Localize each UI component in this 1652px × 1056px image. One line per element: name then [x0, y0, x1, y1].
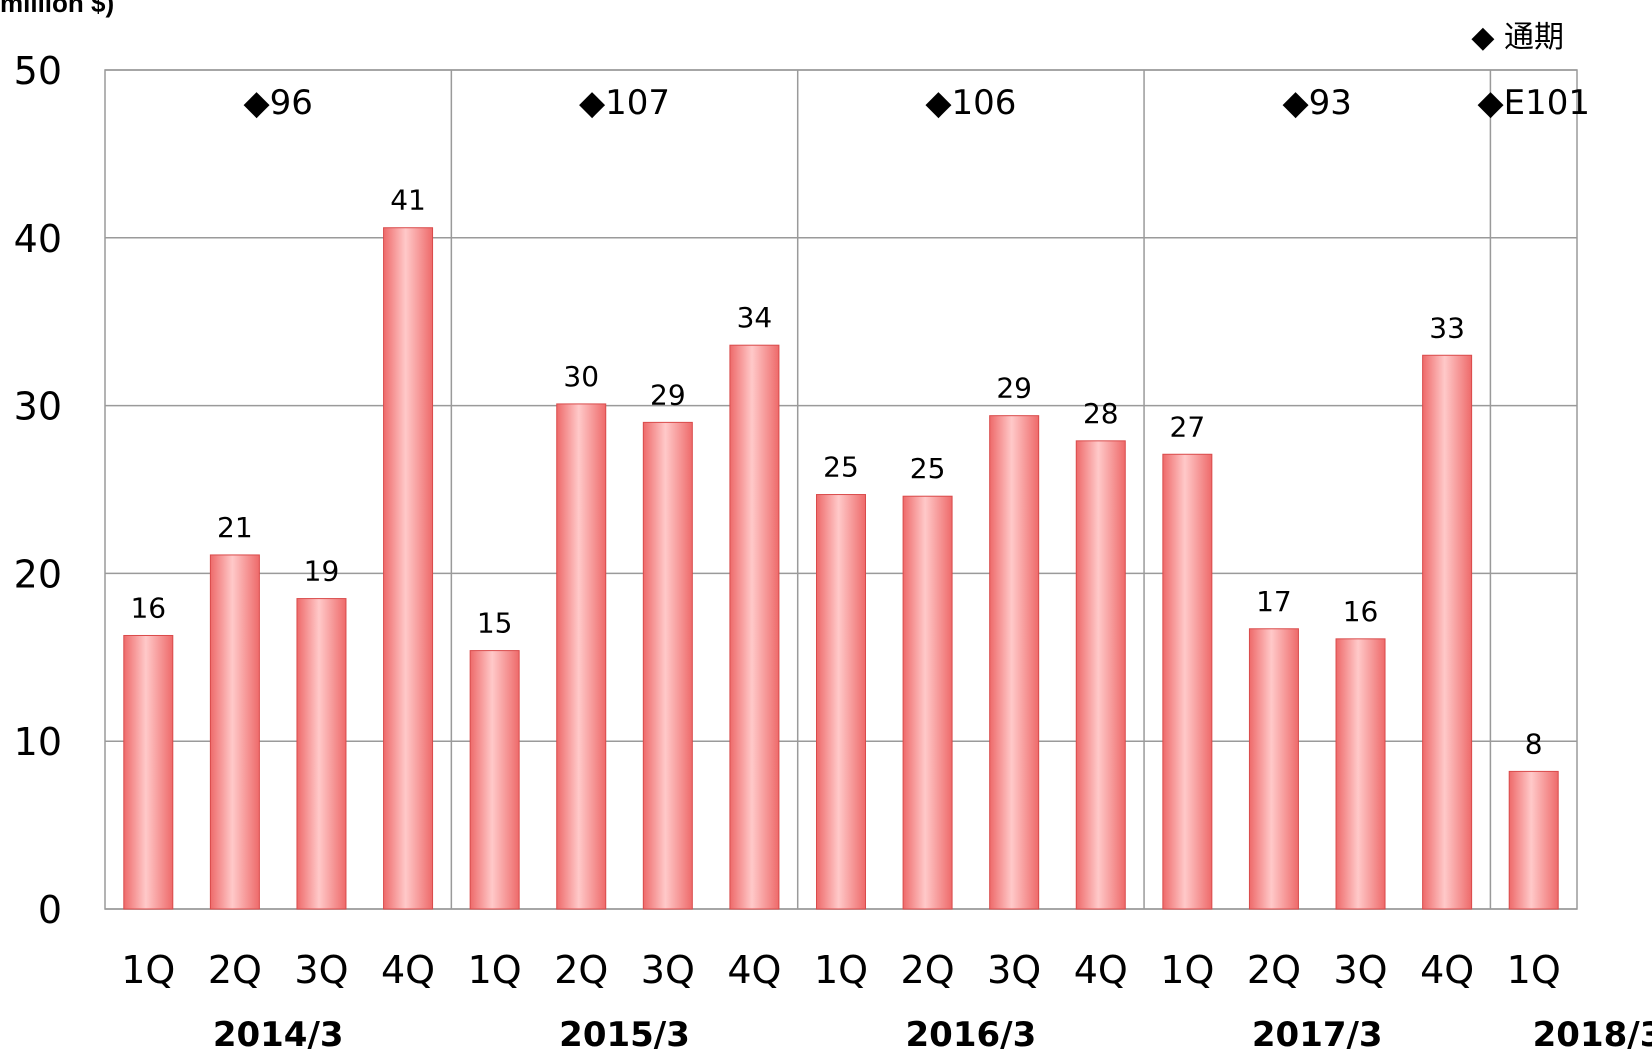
x-tick-label: 3Q — [987, 948, 1041, 992]
bar — [556, 403, 607, 910]
bar — [902, 495, 953, 910]
bar — [1162, 453, 1213, 910]
fiscal-year-label: 2015/3 — [559, 1015, 690, 1055]
bar — [816, 494, 866, 910]
data-label: 16 — [1343, 595, 1379, 628]
annual-total-label: ◆E101 — [1477, 83, 1590, 123]
x-tick-label: 1Q — [468, 948, 522, 992]
bar — [1508, 770, 1559, 910]
bars — [123, 227, 1559, 910]
data-label: 30 — [563, 360, 599, 393]
bar — [209, 554, 260, 910]
x-tick-label: 2Q — [208, 948, 262, 992]
x-tick-label: 4Q — [1420, 948, 1474, 992]
bar — [989, 415, 1040, 910]
annual-total-label: ◆96 — [243, 83, 312, 123]
y-tick-labels: 0 10 20 30 40 50 — [14, 49, 62, 932]
y-tick-label: 30 — [14, 385, 62, 429]
fiscal-year-label: 2016/3 — [906, 1015, 1037, 1055]
data-label: 16 — [130, 591, 166, 624]
x-tick-label: 3Q — [641, 948, 695, 992]
bar — [1335, 638, 1386, 910]
data-label: 21 — [217, 511, 253, 544]
x-tick-label: 4Q — [381, 948, 435, 992]
bar — [296, 598, 347, 910]
bar — [729, 344, 780, 910]
data-label: 8 — [1525, 727, 1543, 760]
annual-total-label: ◆106 — [925, 83, 1016, 123]
y-tick-label: 40 — [14, 217, 62, 261]
x-tick-label: 4Q — [1074, 948, 1128, 992]
data-label: 33 — [1429, 311, 1465, 344]
x-tick-label: 1Q — [1507, 948, 1561, 992]
y-axis-label: million $) — [0, 0, 115, 18]
y-tick-label: 10 — [14, 720, 62, 764]
x-tick-label: 1Q — [1160, 948, 1214, 992]
data-label: 15 — [477, 607, 513, 640]
x-tick-label: 3Q — [1333, 948, 1387, 992]
bar — [469, 650, 520, 910]
x-tick-label: 1Q — [121, 948, 175, 992]
fiscal-year-label: 2017/3 — [1252, 1015, 1383, 1055]
legend-marker: ◆ — [1471, 20, 1495, 55]
x-tick-labels: 1Q 2Q 3Q 4Q 1Q 2Q 3Q 4Q 1Q 2Q 3Q 4Q 1Q 2Q 3Q 4Q 1Q — [121, 948, 1561, 992]
y-tick-label: 0 — [38, 888, 62, 932]
legend-label: 通期 — [1504, 20, 1564, 55]
bar — [642, 421, 693, 910]
data-label: 25 — [910, 452, 946, 485]
bar — [1075, 440, 1126, 910]
x-tick-label: 2Q — [554, 948, 608, 992]
x-tick-label: 4Q — [727, 948, 781, 992]
bar — [1422, 354, 1473, 910]
bar — [123, 634, 174, 910]
legend: ◆ 通期 — [1471, 12, 1564, 56]
data-label: 25 — [823, 451, 859, 484]
x-tick-label: 2Q — [1247, 948, 1301, 992]
data-label: 19 — [304, 555, 340, 588]
bar — [383, 227, 434, 910]
data-label: 29 — [650, 378, 686, 411]
data-label: 41 — [390, 184, 426, 217]
annual-total-label: ◆107 — [579, 83, 670, 123]
data-label: 17 — [1256, 585, 1292, 618]
data-labels: 16 21 19 41 15 30 29 34 25 25 29 28 27 17 16 33 8 — [130, 184, 1542, 761]
x-tick-label: 2Q — [901, 948, 955, 992]
annual-total-label: ◆93 — [1283, 83, 1352, 123]
data-label: 27 — [1170, 410, 1206, 443]
data-label: 34 — [737, 301, 773, 334]
y-tick-label: 20 — [14, 552, 62, 596]
data-label: 29 — [996, 372, 1032, 405]
data-label: 28 — [1083, 397, 1119, 430]
fiscal-year-label: 2014/3 — [213, 1015, 344, 1055]
fiscal-year-label: 2018/3 — [1533, 1015, 1652, 1055]
bar — [1248, 628, 1299, 910]
x-tick-label: 1Q — [814, 948, 868, 992]
x-tick-label: 3Q — [294, 948, 348, 992]
group-labels: ◆96 2014/3 ◆107 2015/3 ◆106 2016/3 ◆93 2017/3 ◆E… — [213, 83, 1652, 1055]
y-tick-label: 50 — [14, 49, 62, 93]
